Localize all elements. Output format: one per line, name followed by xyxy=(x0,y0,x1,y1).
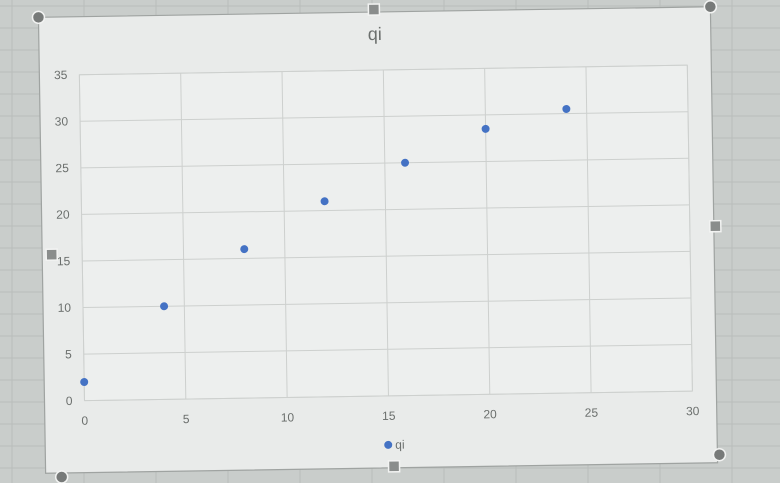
data-point[interactable] xyxy=(401,158,410,167)
chart-object[interactable]: qi 0 5 10 15 20 25 30 0 5 10 15 20 25 30 35 qi xyxy=(31,0,727,483)
y-gridline xyxy=(80,111,689,122)
data-point[interactable] xyxy=(240,245,249,254)
x-tick-label: 10 xyxy=(281,410,295,424)
x-gridline xyxy=(281,71,288,398)
y-tick-label: 20 xyxy=(56,208,70,222)
legend-marker-qi xyxy=(384,440,393,449)
resize-handle-top-right[interactable] xyxy=(703,0,718,14)
y-gridline xyxy=(82,250,691,262)
x-gridline xyxy=(180,73,187,400)
data-point[interactable] xyxy=(320,197,329,206)
data-point[interactable] xyxy=(80,378,89,387)
resize-handle-bottom-left[interactable] xyxy=(54,470,69,483)
series-qi[interactable] xyxy=(76,104,575,387)
x-tick-label: 5 xyxy=(183,412,190,426)
y-gridline xyxy=(81,204,690,215)
data-point[interactable] xyxy=(481,124,490,133)
y-gridline xyxy=(83,344,692,355)
y-tick-label: 5 xyxy=(65,347,72,361)
y-gridline xyxy=(79,64,688,76)
y-axis-ticks: 0 5 10 15 20 25 30 35 xyxy=(54,68,73,408)
y-tick-label: 10 xyxy=(58,301,72,315)
x-tick-label: 25 xyxy=(585,406,599,420)
x-gridline xyxy=(382,69,389,396)
x-axis-ticks: 0 5 10 15 20 25 30 xyxy=(81,404,699,428)
y-tick-label: 0 xyxy=(66,394,73,408)
chart-title[interactable]: qi xyxy=(368,24,382,44)
x-gridline xyxy=(484,68,491,395)
x-tick-label: 15 xyxy=(382,409,396,423)
resize-handle-bottom[interactable] xyxy=(387,459,401,473)
resize-handle-bottom-right[interactable] xyxy=(712,447,727,462)
y-gridline xyxy=(84,390,693,402)
x-tick-label: 0 xyxy=(81,414,88,428)
resize-handle-top[interactable] xyxy=(367,3,381,16)
y-gridline xyxy=(83,297,691,309)
plot-gridlines xyxy=(78,64,693,402)
x-gridline xyxy=(686,65,693,392)
y-tick-label: 35 xyxy=(54,68,68,82)
x-tick-label: 30 xyxy=(686,404,700,418)
y-tick-label: 30 xyxy=(55,114,69,128)
x-gridline xyxy=(78,74,85,401)
legend-label-qi: qi xyxy=(395,438,405,452)
y-tick-label: 15 xyxy=(57,254,71,268)
resize-handle-top-left[interactable] xyxy=(31,10,46,25)
y-gridline xyxy=(80,157,689,169)
x-gridline xyxy=(585,66,592,393)
data-point[interactable] xyxy=(562,104,571,113)
data-point[interactable] xyxy=(160,302,169,311)
resize-handle-left[interactable] xyxy=(45,248,59,262)
y-tick-label: 25 xyxy=(55,161,69,175)
resize-handle-right[interactable] xyxy=(708,219,722,233)
legend[interactable]: qi xyxy=(384,438,405,452)
x-tick-label: 20 xyxy=(483,407,497,421)
